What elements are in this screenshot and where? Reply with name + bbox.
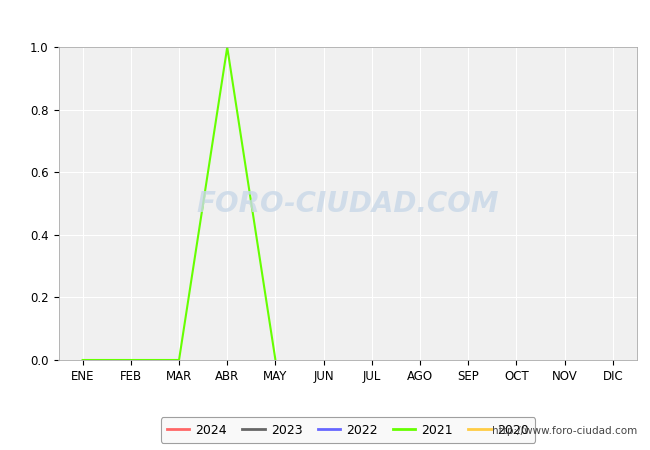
Legend: 2024, 2023, 2022, 2021, 2020: 2024, 2023, 2022, 2021, 2020	[161, 418, 535, 443]
Text: Matriculaciones de Vehiculos en Los Llanos de Tormes: Matriculaciones de Vehiculos en Los Llan…	[109, 12, 541, 27]
Text: FORO-CIUDAD.COM: FORO-CIUDAD.COM	[196, 189, 499, 218]
Text: http://www.foro-ciudad.com: http://www.foro-ciudad.com	[492, 427, 637, 436]
